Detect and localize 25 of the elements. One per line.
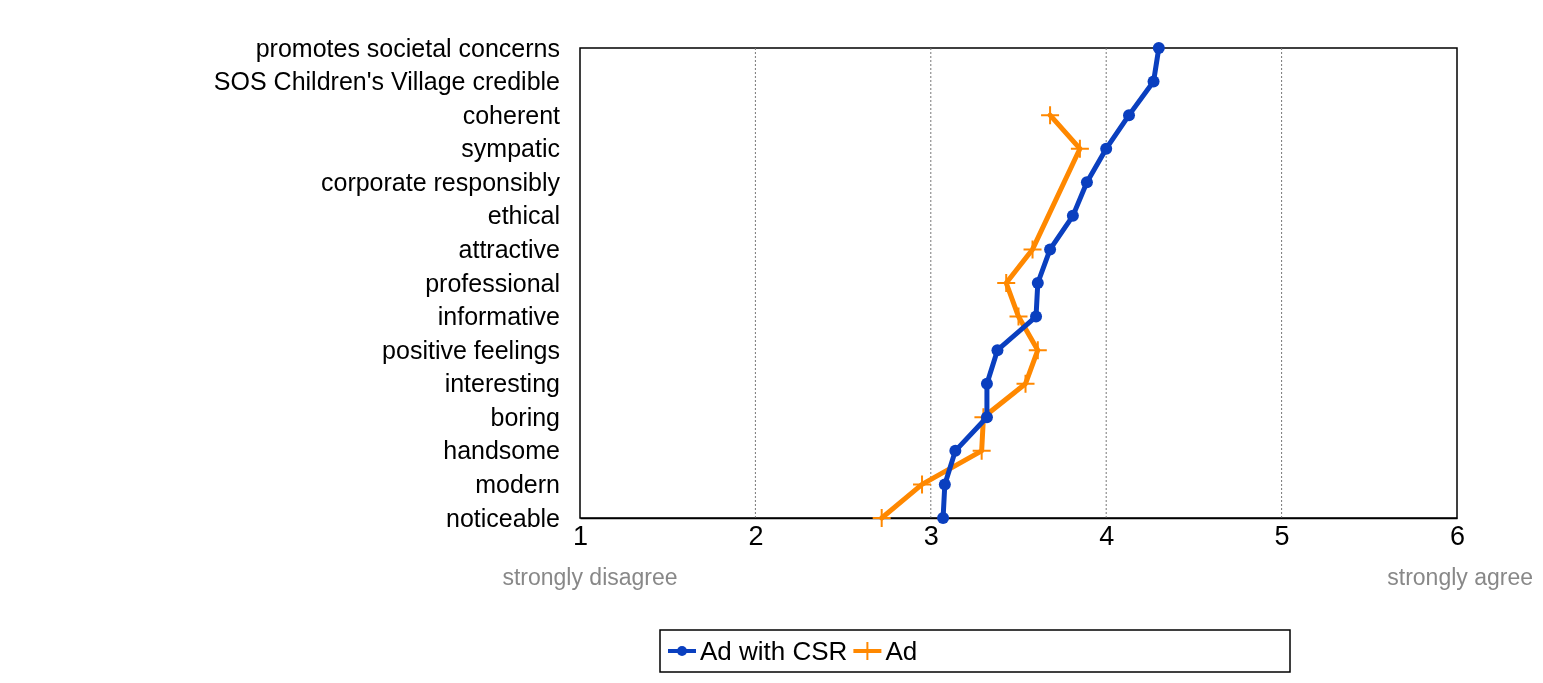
y-tick-label: modern bbox=[475, 469, 560, 498]
legend-label: Ad with CSR bbox=[700, 636, 848, 666]
y-tick-label: professional bbox=[425, 268, 560, 297]
x-tick-label: 4 bbox=[1099, 521, 1115, 552]
y-tick-label: boring bbox=[490, 402, 560, 431]
x-tick-label: 5 bbox=[1274, 521, 1290, 552]
y-tick-label: promotes societal concerns bbox=[255, 33, 560, 62]
y-tick-label: informative bbox=[437, 302, 560, 331]
text: strongly disagree bbox=[502, 564, 678, 590]
legend-label: Ad bbox=[885, 636, 918, 666]
y-tick-label: SOS Children's Village credible bbox=[213, 67, 560, 96]
x-tick-label: 2 bbox=[748, 521, 764, 552]
x-tick-label: 1 bbox=[572, 521, 589, 552]
y-tick-label: sympatic bbox=[461, 134, 560, 163]
y-tick-label: positive feelings bbox=[382, 335, 560, 364]
y-tick-label: handsome bbox=[443, 436, 560, 465]
x-tick-label: 3 bbox=[923, 521, 939, 552]
y-tick-label: ethical bbox=[487, 201, 560, 230]
text: strongly agree bbox=[1387, 564, 1533, 590]
y-tick-label: interesting bbox=[444, 369, 560, 398]
x-tick-label: 6 bbox=[1449, 521, 1466, 552]
y-tick-label: noticeable bbox=[446, 503, 560, 532]
y-tick-label: attractive bbox=[458, 234, 560, 263]
y-tick-label: corporate responsibly bbox=[320, 167, 561, 196]
y-tick-label: coherent bbox=[462, 100, 561, 129]
